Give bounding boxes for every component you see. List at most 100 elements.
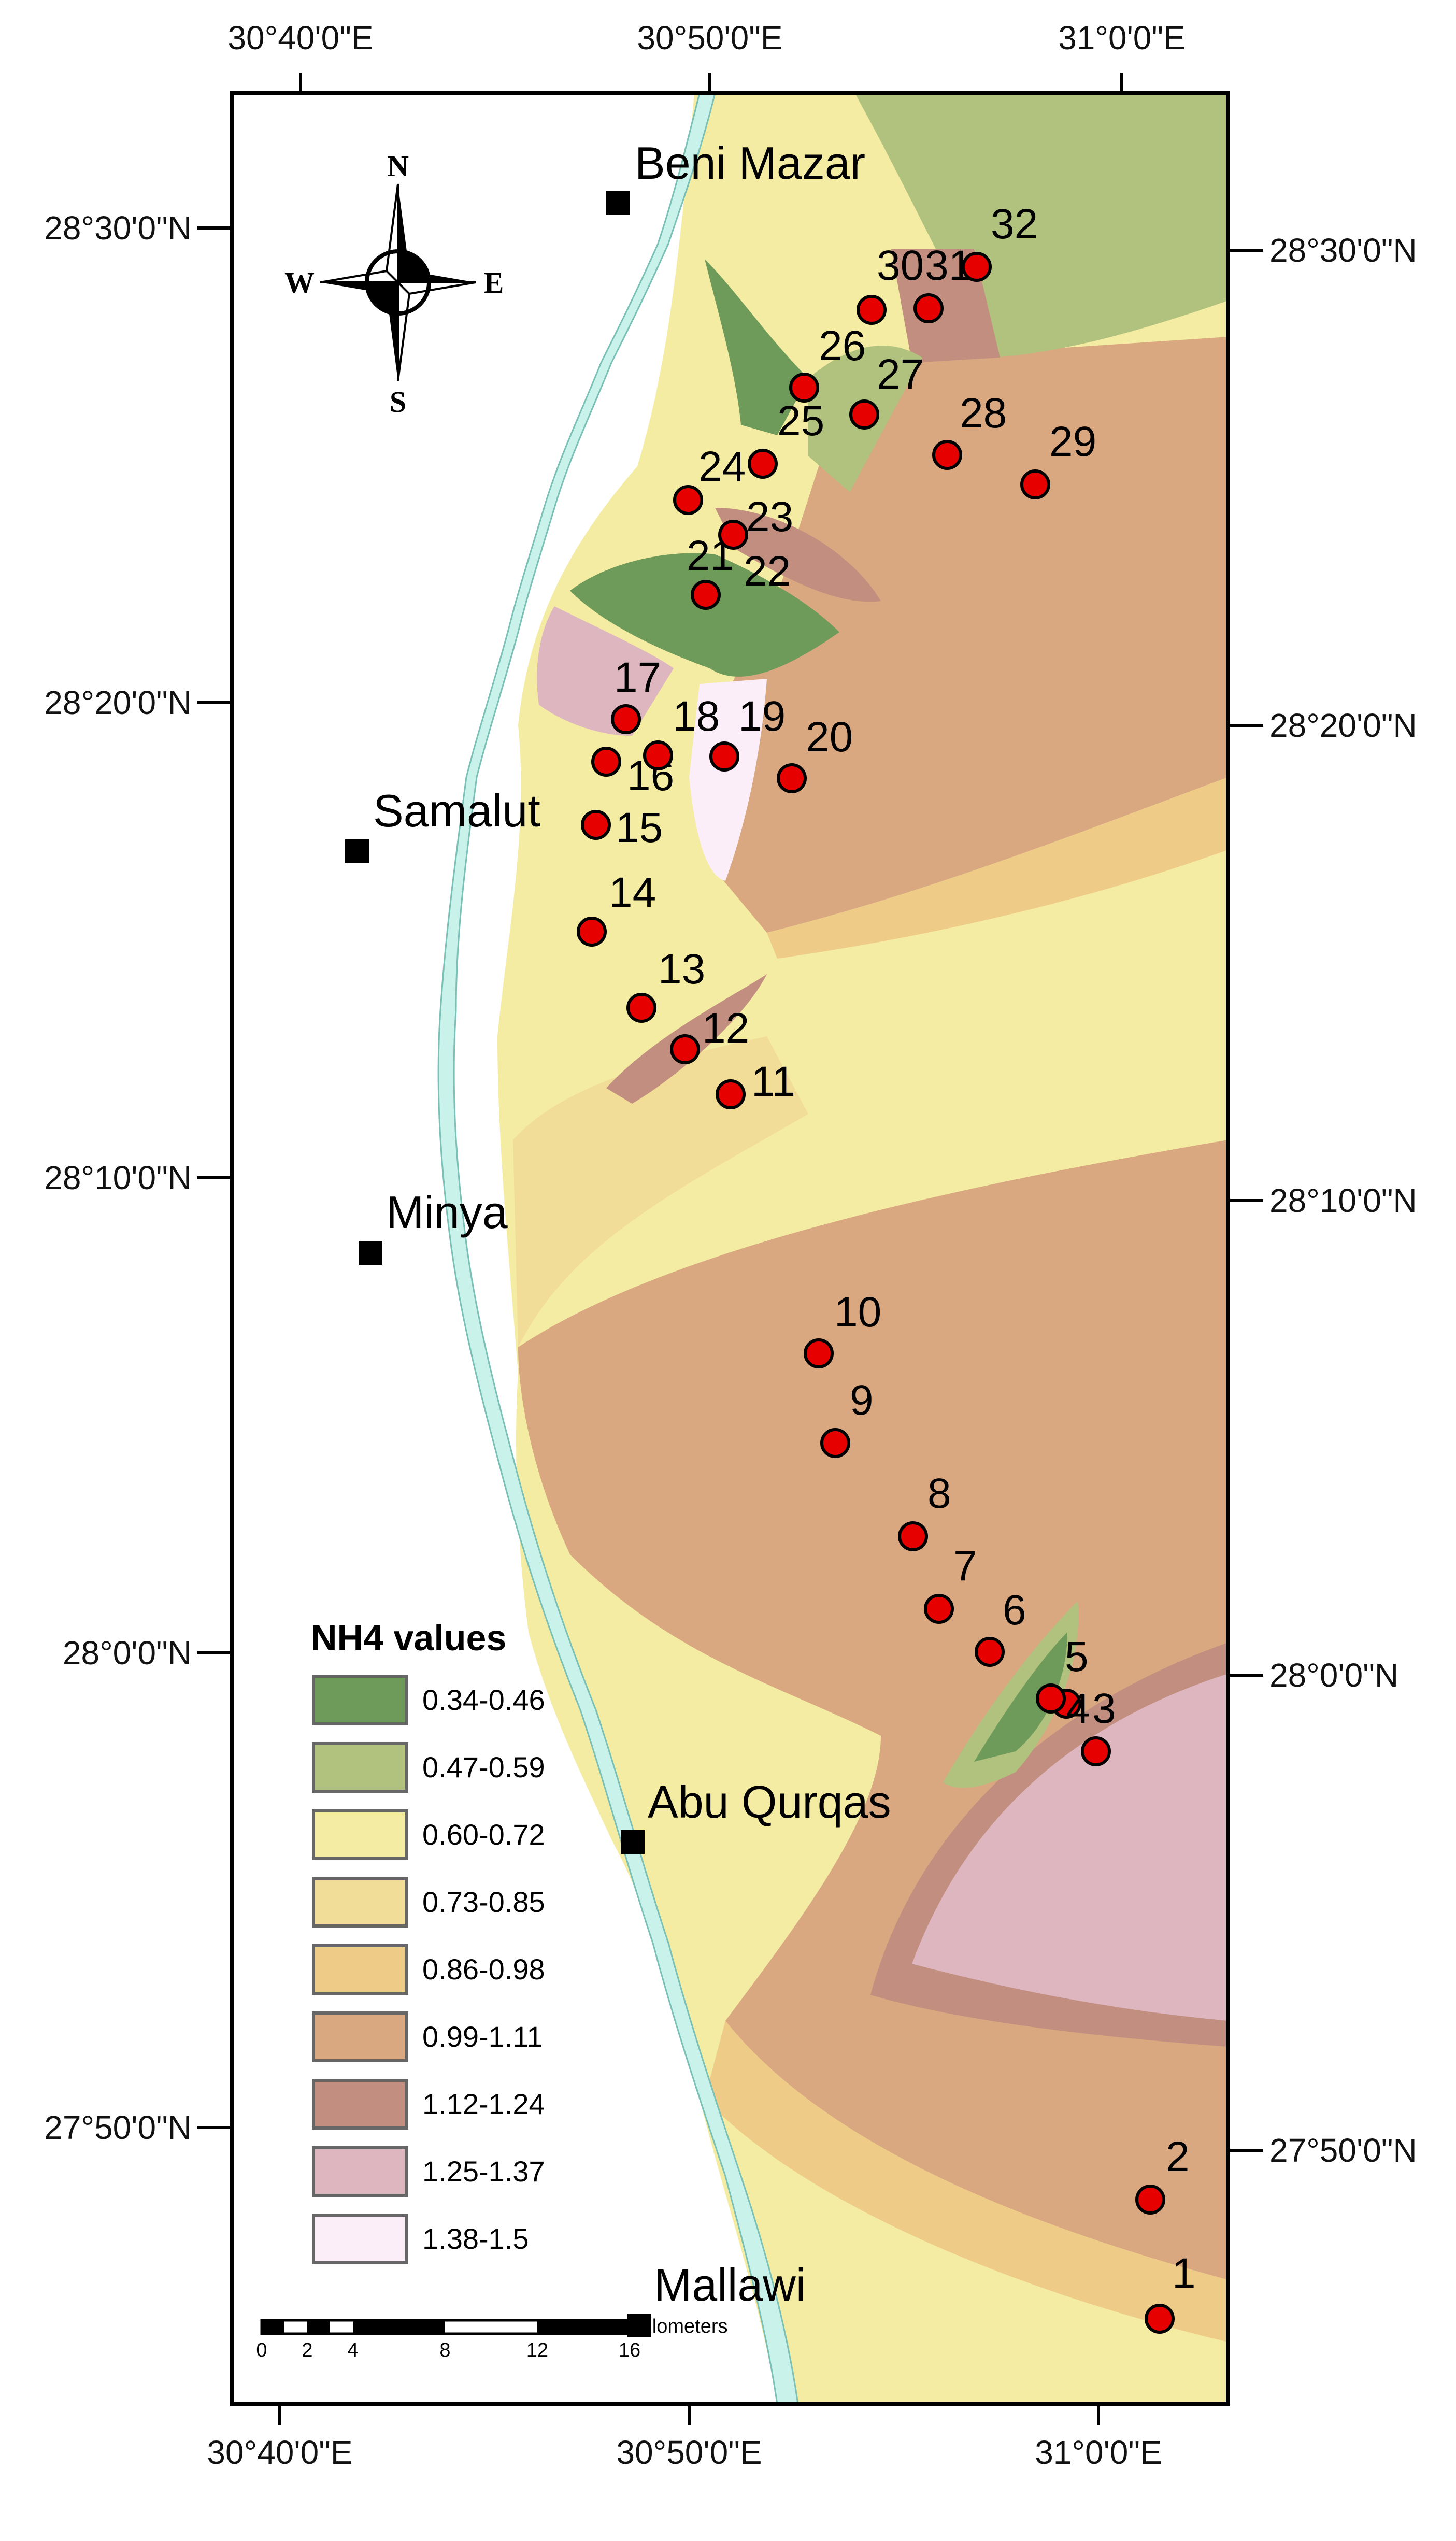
station-21[interactable]: 21 xyxy=(687,532,734,610)
station-24[interactable]: 24 xyxy=(673,443,746,515)
svg-text:5: 5 xyxy=(1065,1633,1089,1680)
left-latitude-labels: 28°30'0"N 28°20'0"N 28°10'0"N 28°0'0"N 2… xyxy=(44,209,232,2146)
scale-tick-label: 16 xyxy=(619,2339,640,2361)
town-label-samalut: Samalut xyxy=(373,785,540,836)
svg-text:15: 15 xyxy=(616,804,663,851)
legend-item: 1.38-1.5 xyxy=(312,2214,529,2264)
legend-item: 0.86-0.98 xyxy=(312,1944,545,1995)
zone-0.34-0.46-mid xyxy=(570,553,839,677)
station-8[interactable]: 8 xyxy=(898,1470,951,1551)
town-label-abu-qurqas: Abu Qurqas xyxy=(648,1776,891,1828)
scale-tick-label: 12 xyxy=(526,2339,548,2361)
station-14[interactable]: 14 xyxy=(577,869,656,947)
right-lat-label: 28°30'0"N xyxy=(1269,232,1417,269)
station-3[interactable]: 3 xyxy=(1081,1685,1116,1766)
zone-1.25-1.37-west xyxy=(537,606,674,736)
station-30[interactable]: 30 xyxy=(857,242,924,325)
station-6[interactable]: 6 xyxy=(975,1587,1026,1667)
svg-text:30: 30 xyxy=(877,242,924,289)
compass-n-label: N xyxy=(387,149,409,183)
town-marker-mallawi xyxy=(627,2314,651,2337)
svg-text:11: 11 xyxy=(751,1058,795,1105)
scale-tick-label: 8 xyxy=(439,2339,450,2361)
station-2[interactable]: 2 xyxy=(1135,2133,1190,2215)
map-frame xyxy=(230,91,1230,2406)
scale-bar: 0 2 4 8 12 16 Kilometers xyxy=(256,2316,727,2361)
station-18[interactable]: 18 xyxy=(643,693,720,770)
left-lat-label: 28°20'0"N xyxy=(44,684,192,721)
scale-unit-label: Kilometers xyxy=(635,2316,728,2337)
right-lat-label: 28°0'0"N xyxy=(1269,1657,1398,1694)
right-latitude-labels: 28°30'0"N 28°20'0"N 28°10'0"N 28°0'0"N 2… xyxy=(1228,232,1417,2169)
svg-text:7: 7 xyxy=(953,1543,977,1590)
station-19[interactable]: 19 xyxy=(709,693,786,772)
station-17[interactable]: 17 xyxy=(611,654,661,734)
legend-swatch xyxy=(312,2079,408,2130)
station-11[interactable]: 11 xyxy=(716,1058,795,1109)
svg-text:10: 10 xyxy=(834,1289,881,1336)
svg-text:2: 2 xyxy=(1166,2133,1190,2180)
station-7[interactable]: 7 xyxy=(924,1543,977,1624)
legend-label: 0.47-0.59 xyxy=(422,1751,545,1783)
right-lat-label: 28°10'0"N xyxy=(1269,1182,1417,1219)
svg-text:29: 29 xyxy=(1049,418,1096,465)
station-5[interactable]: 5 xyxy=(1036,1633,1089,1714)
legend-item: 0.34-0.46 xyxy=(312,1675,545,1725)
town-marker-minya xyxy=(359,1241,382,1265)
station-15[interactable]: 15 xyxy=(581,804,663,851)
zone-0.47-0.59-se xyxy=(943,1601,1079,1788)
svg-text:27: 27 xyxy=(877,351,924,398)
legend-swatch xyxy=(312,1675,408,1725)
svg-text:13: 13 xyxy=(658,946,705,993)
legend: NH4 values 0.34-0.46 0.47-0.59 0.60-0.72 0.… xyxy=(311,1618,545,2264)
station-13[interactable]: 13 xyxy=(626,946,705,1023)
legend-swatch xyxy=(312,1809,408,1860)
town-label-beni-mazar: Beni Mazar xyxy=(635,137,865,189)
svg-text:4: 4 xyxy=(1066,1685,1090,1732)
zone-0.86-0.98-edge xyxy=(767,777,1228,959)
svg-text:18: 18 xyxy=(673,693,720,740)
nile-river xyxy=(437,93,799,2404)
svg-text:25: 25 xyxy=(777,397,824,445)
legend-item: 0.99-1.11 xyxy=(312,2011,543,2062)
town-marker-samalut xyxy=(345,839,369,863)
svg-text:3: 3 xyxy=(1092,1685,1116,1732)
top-lon-label: 30°50'0"E xyxy=(637,19,782,56)
legend-item: 0.47-0.59 xyxy=(312,1742,545,1793)
legend-swatch xyxy=(312,2146,408,2197)
station-32[interactable]: 32 xyxy=(962,201,1038,282)
svg-text:23: 23 xyxy=(746,493,793,540)
legend-label: 1.38-1.5 xyxy=(422,2222,529,2255)
scale-tick-label: 4 xyxy=(347,2339,358,2361)
station-22[interactable]: 22 xyxy=(744,548,791,595)
legend-label: 1.25-1.37 xyxy=(422,2155,545,2188)
station-9[interactable]: 9 xyxy=(820,1377,874,1458)
town-marker-abu-qurqas xyxy=(621,1830,645,1854)
svg-text:24: 24 xyxy=(698,443,746,490)
sampling-stations: 1 2 3 4 5 6 7 8 9 10 11 12 13 14 15 16 1… xyxy=(577,201,1196,2334)
station-26[interactable]: 26 xyxy=(789,322,866,403)
compass-s-label: S xyxy=(390,385,406,419)
station-28[interactable]: 28 xyxy=(932,390,1007,470)
station-27[interactable]: 27 xyxy=(849,351,924,430)
compass-e-label: E xyxy=(484,266,504,299)
station-1[interactable]: 1 xyxy=(1145,2250,1196,2334)
zone-1.12-1.24-mid xyxy=(715,508,881,602)
station-29[interactable]: 29 xyxy=(1020,418,1096,499)
svg-text:28: 28 xyxy=(960,390,1007,437)
station-10[interactable]: 10 xyxy=(804,1289,881,1368)
town-label-mallawi: Mallawi xyxy=(654,2259,806,2310)
legend-item: 1.25-1.37 xyxy=(312,2146,545,2197)
legend-swatch xyxy=(312,1944,408,1995)
top-lon-label: 31°0'0"E xyxy=(1058,19,1186,56)
station-12[interactable]: 12 xyxy=(670,1005,749,1064)
legend-swatch xyxy=(312,2214,408,2264)
legend-swatch xyxy=(312,1742,408,1793)
station-23[interactable]: 23 xyxy=(718,493,793,550)
scale-tick-label: 0 xyxy=(256,2339,267,2361)
legend-label: 0.73-0.85 xyxy=(422,1886,545,1918)
town-markers: Beni Mazar Samalut Minya Abu Qurqas Mall… xyxy=(345,137,891,2337)
station-25[interactable]: 25 xyxy=(748,397,824,479)
station-20[interactable]: 20 xyxy=(777,713,853,793)
